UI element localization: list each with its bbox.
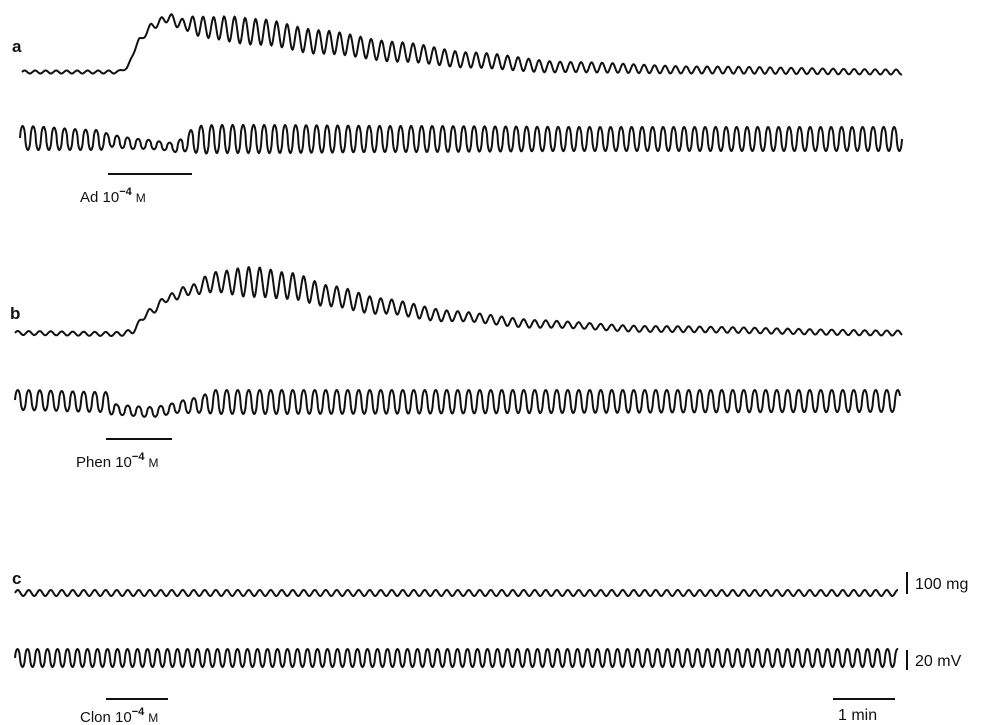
drug-label-b: Phen 10−4 M: [76, 451, 158, 471]
potential-trace-a: [19, 123, 903, 155]
drug-name-b: Phen: [76, 454, 111, 471]
panel-label-b: b: [10, 304, 20, 323]
drug-name-c: Clon: [80, 709, 111, 725]
drug-exponent-a: −4: [119, 186, 132, 198]
panel-label-c: c: [12, 569, 21, 588]
drug-exponent-b: −4: [132, 451, 145, 463]
drug-label-c: Clon 10−4 M: [80, 706, 158, 725]
drug-name-a: Ad: [80, 189, 98, 206]
tension-trace-a: [21, 13, 903, 76]
tension-trace-c: [14, 589, 899, 597]
potential-trace-b: [14, 389, 901, 418]
panel-a: a Ad 10−4 M: [12, 13, 903, 206]
tension-trace-b: [14, 266, 903, 337]
panel-b: b Phen 10−4 M: [10, 266, 903, 471]
time-scale-label: 1 min: [838, 707, 877, 724]
tension-scale-label: 100 mg: [915, 576, 968, 593]
drug-label-a: Ad 10−4 M: [80, 186, 146, 206]
panel-label-a: a: [12, 37, 22, 56]
panel-c: c Clon 10−4 M: [12, 569, 899, 725]
drug-exponent-c: −4: [132, 706, 145, 718]
scale-bars: 100 mg 20 mV 1 min: [833, 572, 968, 724]
potential-scale-label: 20 mV: [915, 653, 962, 670]
drug-unit-b: M: [148, 456, 158, 470]
drug-unit-c: M: [148, 711, 158, 725]
drug-unit-a: M: [136, 191, 146, 205]
potential-trace-c: [14, 647, 899, 669]
